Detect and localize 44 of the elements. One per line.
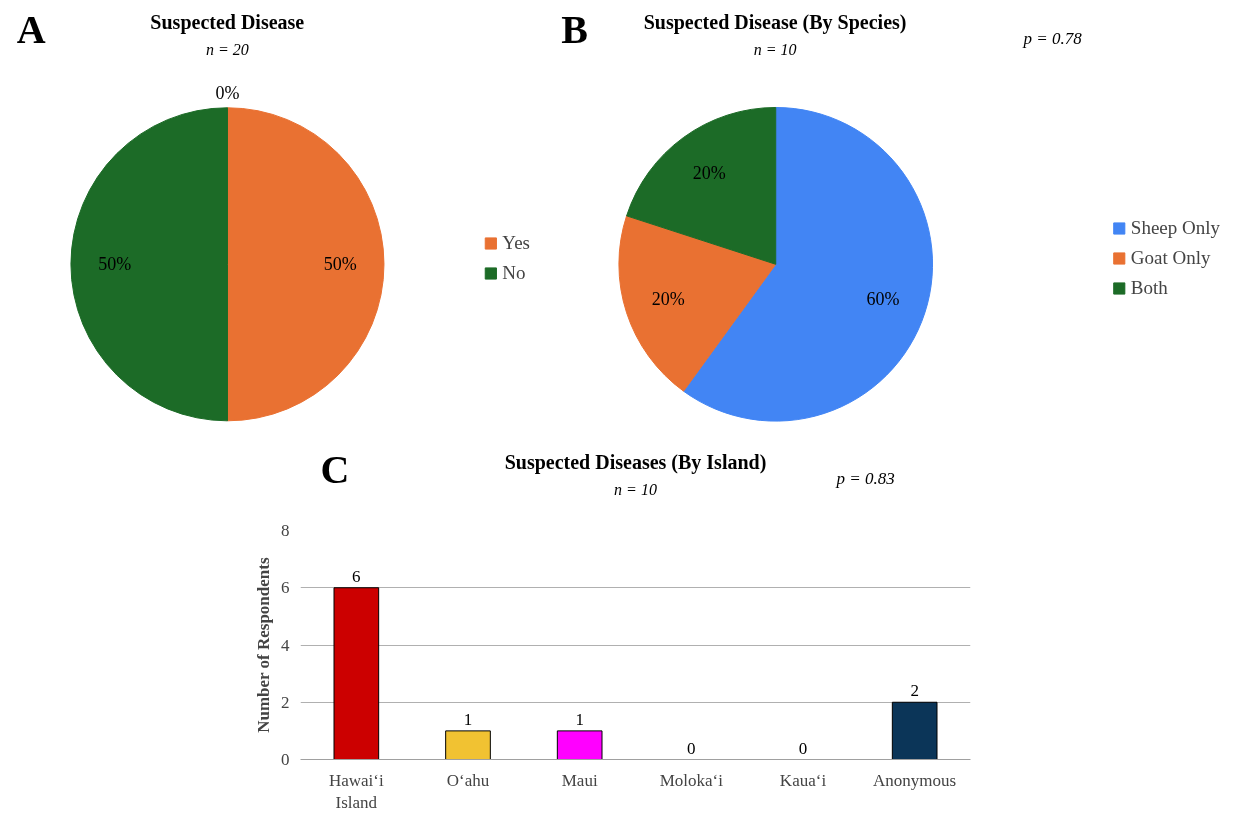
x-tick-label: Maui (561, 770, 598, 790)
data-label: 6 (352, 566, 361, 586)
data-label: 50% (98, 254, 132, 275)
chart-title: Suspected Disease (150, 10, 305, 34)
legend-label: Goat Only (1130, 246, 1211, 269)
chart-subtitle: n = 10 (614, 480, 657, 498)
legend-label: Sheep Only (1130, 216, 1220, 239)
y-tick-label: 4 (281, 635, 290, 655)
data-label: 0 (687, 738, 696, 758)
legend-label: No (502, 261, 526, 284)
text: A (16, 6, 46, 52)
data-label: 1 (575, 709, 584, 729)
bar (445, 730, 491, 760)
data-label: 20% (692, 162, 726, 183)
text: p = 0.83 (835, 468, 895, 488)
x-tick-label: Anonymous (873, 770, 957, 790)
legend-label: Both (1130, 276, 1168, 299)
data-label: 60% (866, 289, 900, 310)
data-label: 20% (651, 289, 685, 310)
chart-subtitle: n = 20 (205, 40, 249, 58)
chart-title: Suspected Disease (By Species) (643, 10, 907, 34)
y-tick-label: 8 (281, 521, 290, 540)
x-tick-label: O‘ahu (446, 770, 490, 790)
chart-title: Suspected Diseases (By Island) (504, 450, 767, 474)
y-tick-label: 0 (281, 750, 290, 769)
x-tick-label: Moloka‘i (659, 770, 724, 790)
text: C (320, 446, 350, 492)
legend-label: Yes (502, 231, 530, 254)
y-tick-label: 2 (281, 692, 290, 712)
x-tick-label: Kaua‘i (779, 770, 827, 790)
data-label: 50% (323, 254, 357, 275)
bar (891, 701, 938, 760)
data-label: 0 (798, 738, 808, 758)
y-tick-label: 6 (281, 578, 290, 598)
text: B (561, 6, 588, 52)
chart-subtitle: n = 10 (753, 40, 797, 58)
bar (333, 587, 380, 760)
data-label: 1 (463, 709, 473, 729)
bar (556, 730, 603, 760)
data-label: 2 (910, 681, 919, 701)
text: p = 0.78 (1022, 28, 1083, 48)
text: 0% (215, 82, 240, 103)
x-tick-label: Hawai‘i Island (328, 770, 384, 813)
y-axis-title: Number of Respondents (254, 557, 273, 733)
